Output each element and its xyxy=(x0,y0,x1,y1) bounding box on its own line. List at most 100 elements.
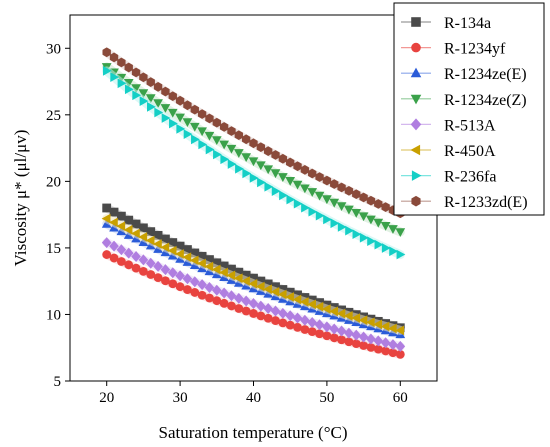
data-point xyxy=(146,227,156,237)
data-point xyxy=(366,342,376,352)
legend-item: R-513A xyxy=(401,117,496,134)
data-point xyxy=(131,219,141,229)
legend-item: R-236fa xyxy=(401,169,496,186)
data-point xyxy=(388,348,398,358)
data-point xyxy=(212,258,222,268)
data-point xyxy=(227,301,236,311)
y-tick-label: 20 xyxy=(46,174,61,190)
data-point xyxy=(279,190,288,201)
data-point xyxy=(146,270,156,279)
data-point xyxy=(131,84,141,93)
data-point xyxy=(145,257,156,269)
data-point xyxy=(153,260,163,272)
data-point xyxy=(263,303,274,315)
data-point xyxy=(204,131,215,141)
data-point xyxy=(241,153,251,163)
data-point xyxy=(190,104,199,115)
data-point xyxy=(285,320,295,330)
series-R-513A xyxy=(101,237,406,352)
data-point xyxy=(227,264,236,274)
data-point xyxy=(175,113,185,123)
data-point xyxy=(175,282,185,292)
data-point xyxy=(301,202,310,213)
data-point xyxy=(300,165,310,175)
data-point xyxy=(168,238,178,247)
data-point xyxy=(248,157,259,167)
data-point xyxy=(337,335,346,345)
data-point xyxy=(329,333,339,343)
data-point xyxy=(352,229,362,240)
x-tick-label: 60 xyxy=(393,390,408,406)
data-point xyxy=(373,344,383,354)
data-point xyxy=(205,293,214,303)
data-point xyxy=(270,305,281,317)
data-point xyxy=(242,168,252,179)
data-point xyxy=(322,321,332,333)
data-point xyxy=(314,319,325,331)
y-tick-label: 5 xyxy=(54,374,62,390)
data-point xyxy=(286,194,296,205)
legend-label: R-1234yf xyxy=(444,41,506,58)
data-point xyxy=(389,246,399,257)
data-point xyxy=(189,276,200,288)
legend-item: R-1234yf xyxy=(401,41,506,58)
data-point xyxy=(358,315,368,326)
data-point xyxy=(219,122,229,132)
legend-item: R-134a xyxy=(401,15,491,32)
data-point xyxy=(330,179,339,189)
data-point xyxy=(220,154,230,165)
data-point xyxy=(182,118,193,128)
data-point xyxy=(358,331,369,343)
data-point xyxy=(131,67,141,78)
data-point xyxy=(277,289,287,300)
data-point xyxy=(366,215,376,225)
legend-marker xyxy=(411,195,421,207)
data-point xyxy=(271,150,280,160)
legend-marker xyxy=(411,170,422,181)
data-point xyxy=(167,108,178,118)
data-point xyxy=(102,250,112,259)
x-tick-label: 50 xyxy=(319,390,334,406)
data-point xyxy=(388,339,398,351)
legend-marker xyxy=(410,118,422,131)
data-point xyxy=(117,78,127,89)
data-point xyxy=(293,161,302,172)
data-point xyxy=(234,267,244,277)
data-point xyxy=(183,285,192,294)
legend-item: R-450A xyxy=(401,143,496,160)
x-axis-title: Saturation temperature (°C) xyxy=(158,423,347,442)
data-point xyxy=(248,298,259,310)
data-point xyxy=(175,270,185,282)
data-point xyxy=(153,230,163,240)
data-point xyxy=(204,281,215,293)
data-point xyxy=(168,91,177,102)
data-point xyxy=(123,225,133,235)
data-point xyxy=(395,325,405,336)
data-point xyxy=(139,72,148,83)
data-point xyxy=(190,288,200,297)
data-point xyxy=(344,205,354,215)
data-point xyxy=(308,206,318,217)
data-point xyxy=(270,286,280,297)
data-point xyxy=(315,172,324,182)
data-point xyxy=(211,264,221,275)
data-point xyxy=(227,159,237,169)
data-point xyxy=(219,261,229,271)
data-point xyxy=(299,297,309,307)
data-point xyxy=(189,122,200,132)
data-point xyxy=(271,186,281,196)
data-point xyxy=(336,325,347,337)
data-point xyxy=(160,264,171,276)
data-point xyxy=(132,90,142,101)
series-R-1234yf xyxy=(102,250,405,359)
data-point xyxy=(169,118,178,129)
legend-label: R-236fa xyxy=(444,169,496,186)
data-point xyxy=(373,335,384,347)
data-point xyxy=(102,66,112,76)
legend-item: R-1234ze(Z) xyxy=(401,92,527,109)
data-point xyxy=(366,333,376,345)
data-point xyxy=(256,300,266,312)
x-tick-label: 30 xyxy=(173,390,188,406)
data-point xyxy=(109,253,119,263)
